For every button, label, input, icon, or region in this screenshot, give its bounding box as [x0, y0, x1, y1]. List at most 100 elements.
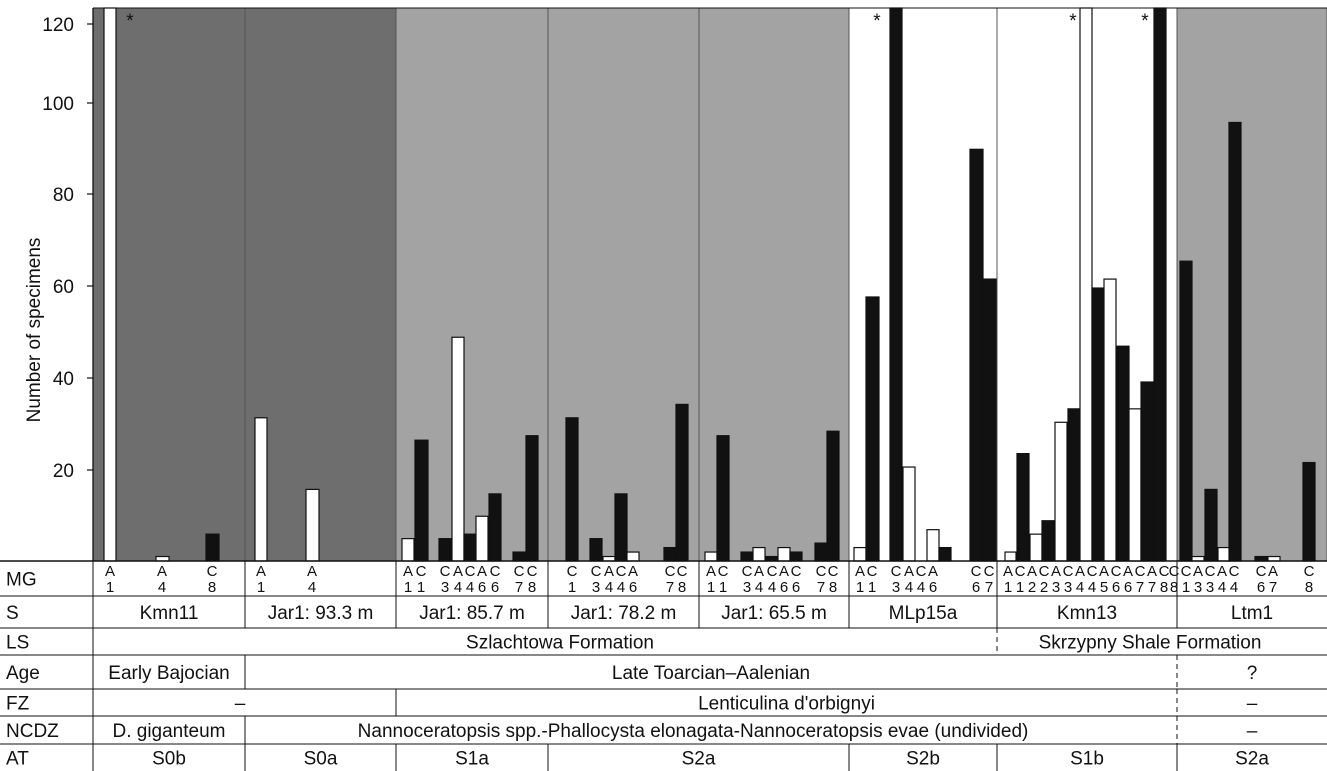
mg-group-number: 7: [1148, 579, 1156, 596]
mg-group-number: 3: [892, 579, 900, 596]
mg-group-letter: A: [403, 563, 413, 580]
mg-group-number: 8: [1170, 579, 1178, 596]
mg-group-number: 2: [1028, 579, 1036, 596]
mg-group-number: 6: [792, 579, 800, 596]
bar-open: [704, 551, 718, 562]
bar-open: [752, 546, 766, 562]
mg-group-number: 7: [817, 579, 825, 596]
bar-filled: [565, 417, 579, 562]
mg-group-letter: A: [904, 563, 914, 580]
mg-group-letter: C: [490, 563, 501, 580]
mg-group-number: 6: [1112, 579, 1120, 596]
mg-group-letter: C: [1205, 563, 1216, 580]
panel-background: [1177, 8, 1327, 561]
dinocyst-zone: D. giganteum: [112, 721, 225, 742]
mg-group-number: 1: [1182, 579, 1190, 596]
mg-group-number: 1: [404, 579, 412, 596]
mg-group-letter: C: [1087, 563, 1098, 580]
mg-group-letter: C: [891, 563, 902, 580]
mg-group-number: 7: [515, 579, 523, 596]
mg-group-letter: C: [514, 563, 525, 580]
mg-group-number: 4: [617, 579, 625, 596]
mg-group-letter: C: [677, 563, 688, 580]
mg-group-letter: C: [718, 563, 729, 580]
mg-group-letter: A: [1027, 563, 1037, 580]
mg-group-letter: C: [1304, 563, 1315, 580]
mg-group-number: 7: [1269, 579, 1277, 596]
mg-group-letter: A: [307, 563, 317, 580]
mg-group-number: 6: [780, 579, 788, 596]
sample-name: Jar1: 65.5 m: [721, 603, 827, 624]
mg-group-number: 5: [1100, 579, 1108, 596]
mg-group-letter: C: [1111, 563, 1122, 580]
mg-group-letter: C: [1063, 563, 1074, 580]
mg-group-number: 3: [743, 579, 751, 596]
bar-filled: [889, 7, 903, 562]
mg-group-number: 6: [1257, 579, 1265, 596]
bar-open: [902, 466, 916, 562]
mg-group-number: 7: [985, 579, 993, 596]
mg-group-number: 4: [905, 579, 913, 596]
age: Early Bajocian: [108, 663, 229, 684]
mg-group-number: 3: [441, 579, 449, 596]
assemblage-type: S2a: [682, 749, 716, 770]
mg-group-number: 3: [1052, 579, 1060, 596]
mg-group-letter: C: [916, 563, 927, 580]
bar-filled: [716, 435, 730, 562]
bar-open: [305, 488, 320, 562]
mg-group-letter: C: [1159, 563, 1170, 580]
bar-open: [926, 529, 940, 562]
bar-filled: [1302, 461, 1316, 562]
mg-group-letter: C: [207, 563, 218, 580]
mg-group-number: 3: [1194, 579, 1202, 596]
assemblage-type: S1a: [455, 749, 489, 770]
bar-filled: [205, 533, 220, 562]
mg-group-letter: A: [1099, 563, 1109, 580]
mg-group-number: 4: [1230, 579, 1238, 596]
bar-open: [853, 546, 867, 562]
mg-group-number: 4: [605, 579, 613, 596]
bar-open: [1004, 551, 1017, 562]
sample-name: Ltm1: [1231, 603, 1273, 624]
truncated-bar-marker: *: [1069, 11, 1077, 32]
bar-open: [626, 551, 640, 562]
mg-group-letter: A: [105, 563, 115, 580]
mg-group-number: 6: [629, 579, 637, 596]
foraminifera-zone: –: [1247, 694, 1258, 715]
mg-group-number: 6: [478, 579, 486, 596]
lithostratigraphy: Skrzypny Shale Formation: [1039, 633, 1262, 654]
mg-group-letter: C: [465, 563, 476, 580]
bar-open: [103, 7, 117, 562]
bar-filled: [865, 296, 880, 562]
mg-group-letter: A: [1123, 563, 1133, 580]
row-header-s: S: [6, 603, 19, 624]
mg-group-number: 4: [1088, 579, 1096, 596]
bar-filled: [982, 278, 997, 562]
mg-group-letter: C: [971, 563, 982, 580]
mg-group-letter: C: [1169, 563, 1180, 580]
mg-group-letter: A: [754, 563, 764, 580]
mg-group-number: 1: [707, 579, 715, 596]
mg-group-letter: A: [1217, 563, 1227, 580]
mg-group-number: 3: [1064, 579, 1072, 596]
row-header-ls: LS: [6, 633, 29, 654]
mg-group-number: 2: [1040, 579, 1048, 596]
row-header-ncdz: NCDZ: [6, 721, 59, 742]
mg-group-letter: C: [665, 563, 676, 580]
truncated-bar-marker: *: [126, 11, 134, 32]
sample-name: MLp15a: [889, 603, 958, 624]
bar-filled: [512, 551, 526, 562]
mg-group-number: 6: [972, 579, 980, 596]
mg-group-letter: C: [1135, 563, 1146, 580]
bar-open: [401, 538, 415, 562]
mg-group-number: 4: [466, 579, 474, 596]
mg-group-number: 8: [208, 579, 216, 596]
bar-filled: [438, 538, 452, 562]
mg-group-letter: A: [604, 563, 614, 580]
panel-background: [245, 8, 396, 561]
mg-group-number: 4: [768, 579, 776, 596]
mg-group-number: 1: [1016, 579, 1024, 596]
bar-open: [1128, 408, 1142, 562]
bar-filled: [1179, 260, 1193, 562]
